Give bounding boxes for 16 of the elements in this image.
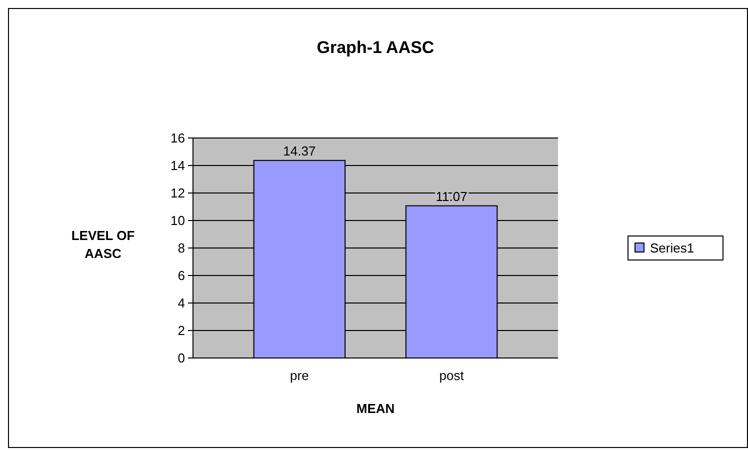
y-tick-label: 10 bbox=[170, 213, 185, 228]
data-label: 14.37 bbox=[283, 143, 316, 158]
x-tick-label: post bbox=[439, 368, 464, 383]
y-axis-title: LEVEL OF AASC bbox=[71, 228, 135, 261]
y-tick-label: 8 bbox=[178, 240, 185, 256]
chart-title: Graph-1 AASC bbox=[316, 38, 434, 57]
x-axis-title: MEAN bbox=[356, 401, 395, 416]
y-tick-label: 6 bbox=[178, 268, 185, 284]
y-tick-label: 0 bbox=[178, 350, 185, 366]
legend-label: Series1 bbox=[650, 240, 694, 256]
y-tick-label: 2 bbox=[178, 323, 185, 338]
y-tick-label: 16 bbox=[170, 130, 185, 146]
x-tick-label: pre bbox=[290, 368, 309, 383]
y-tick-label: 12 bbox=[170, 186, 185, 201]
y-tick-label: 14 bbox=[170, 158, 185, 174]
y-tick-label: 4 bbox=[178, 296, 185, 311]
